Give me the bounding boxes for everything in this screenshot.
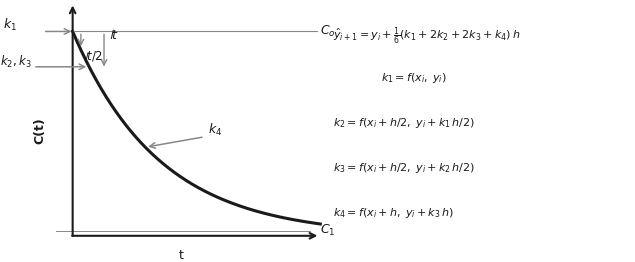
Text: $k_2 = f(x_i + h/2,\; y_i + k_1\,h/2)$: $k_2 = f(x_i + h/2,\; y_i + k_1\,h/2)$ [333, 116, 475, 130]
Text: $k_4$: $k_4$ [208, 122, 222, 138]
Text: $k_4 = f(x_i + h,\; y_i + k_3\,h)$: $k_4 = f(x_i + h,\; y_i + k_3\,h)$ [333, 206, 454, 220]
Text: $\mathcal{l}t$: $\mathcal{l}t$ [109, 28, 119, 42]
Text: $\mathcal{l}t/2$: $\mathcal{l}t/2$ [84, 49, 103, 63]
Text: $\hat{y}_{i+1} = y_i + \frac{1}{6}(k_1 + 2k_2 + 2k_3 + k_4)\,h$: $\hat{y}_{i+1} = y_i + \frac{1}{6}(k_1 +… [333, 25, 521, 47]
Text: $C_1$: $C_1$ [320, 223, 336, 238]
Text: t: t [179, 249, 184, 262]
Text: $C_o$: $C_o$ [320, 24, 336, 39]
Text: C(t): C(t) [33, 118, 46, 144]
Text: $k_1 = f(x_i,\; y_i)$: $k_1 = f(x_i,\; y_i)$ [381, 71, 447, 85]
Text: $k_2, k_3$: $k_2, k_3$ [0, 53, 32, 70]
Text: $k_1$: $k_1$ [3, 17, 17, 33]
Text: $k_3 = f(x_i + h/2,\; y_i + k_2\,h/2)$: $k_3 = f(x_i + h/2,\; y_i + k_2\,h/2)$ [333, 161, 475, 175]
